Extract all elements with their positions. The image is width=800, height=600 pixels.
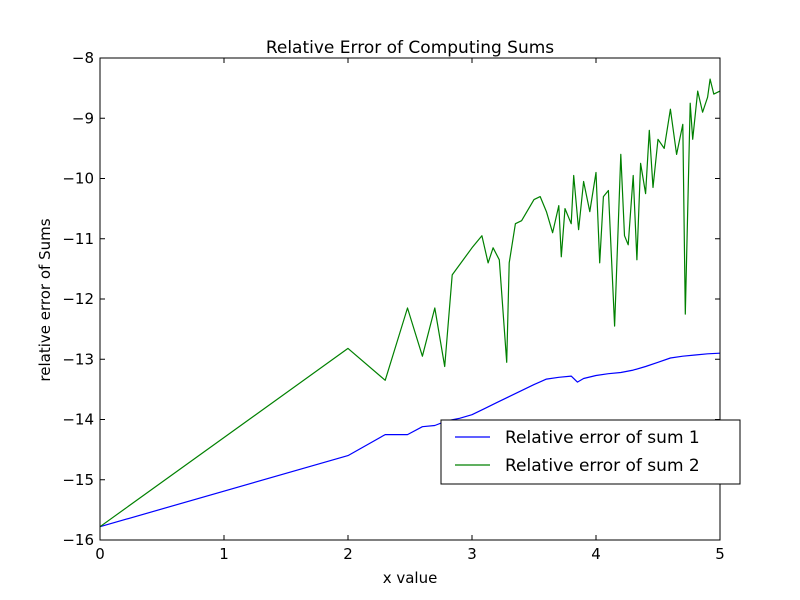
y-axis-label: relative error of Sums bbox=[36, 218, 54, 381]
series-line-sum-1 bbox=[99, 352, 721, 528]
x-axis-label: x value bbox=[383, 569, 438, 587]
x-tick-label: 0 bbox=[95, 545, 105, 563]
x-tick-label: 5 bbox=[715, 545, 725, 563]
x-axis: 0 1 2 3 4 5 bbox=[95, 58, 725, 563]
y-tick-label: −13 bbox=[62, 350, 94, 368]
y-tick-label: −11 bbox=[62, 230, 94, 248]
legend-label-sum-1: Relative error of sum 1 bbox=[505, 428, 700, 448]
series-line-sum-2 bbox=[99, 78, 721, 528]
y-tick-label: −8 bbox=[72, 49, 94, 67]
y-tick-label: −12 bbox=[62, 290, 94, 308]
y-tick-label: −15 bbox=[62, 471, 94, 489]
plot-series bbox=[99, 78, 721, 528]
y-tick-label: −14 bbox=[62, 411, 94, 429]
x-tick-label: 1 bbox=[219, 545, 229, 563]
y-tick-label: −16 bbox=[62, 531, 94, 549]
y-axis: −16 −15 −14 −13 −12 −11 −10 −9 −8 bbox=[62, 49, 720, 549]
chart-title: Relative Error of Computing Sums bbox=[266, 38, 554, 58]
x-tick-label: 2 bbox=[343, 545, 353, 563]
legend: Relative error of sum 1 Relative error o… bbox=[440, 419, 741, 485]
y-tick-label: −10 bbox=[62, 170, 94, 188]
x-tick-label: 3 bbox=[467, 545, 477, 563]
legend-label-sum-2: Relative error of sum 2 bbox=[505, 456, 700, 476]
x-tick-label: 4 bbox=[591, 545, 601, 563]
legend-box bbox=[440, 419, 741, 485]
y-tick-label: −9 bbox=[72, 109, 94, 127]
